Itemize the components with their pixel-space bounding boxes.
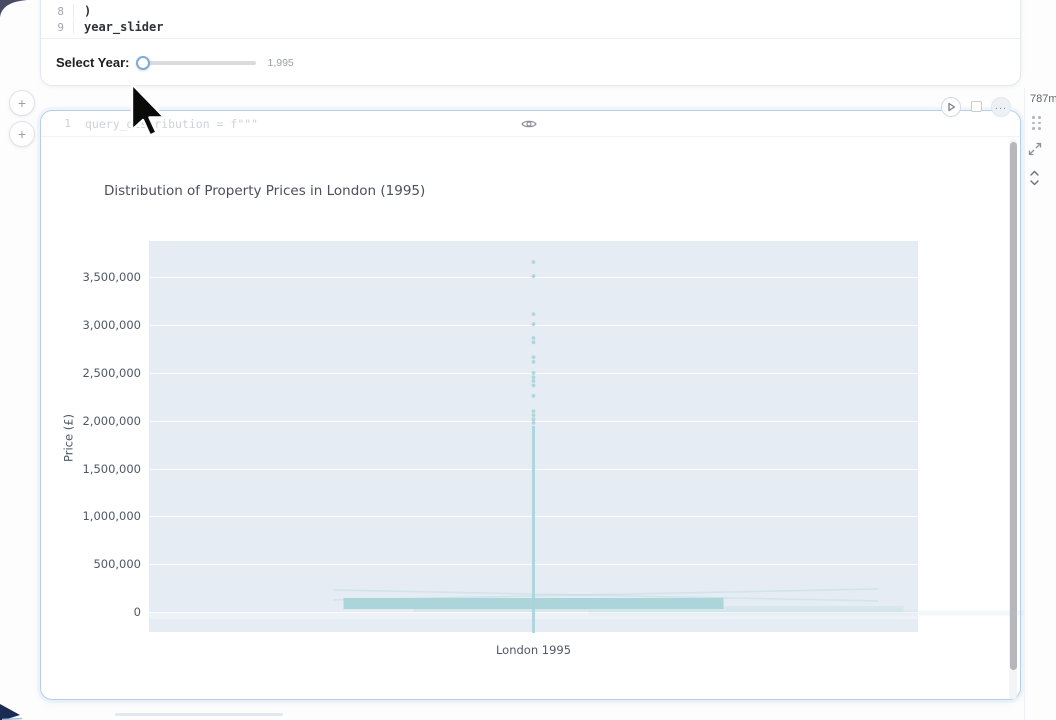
x-tick-label: London 1995 bbox=[495, 643, 572, 657]
y-tick-label: 3,500,000 bbox=[82, 270, 141, 285]
line-number: 1 bbox=[64, 117, 71, 130]
year-slider[interactable] bbox=[136, 55, 257, 70]
slider-value: 1,995 bbox=[267, 56, 294, 69]
code-text: ) bbox=[73, 4, 91, 18]
y-tick-label: 500,000 bbox=[93, 557, 141, 572]
cell-scrollbar-thumb[interactable] bbox=[1009, 142, 1017, 670]
play-icon bbox=[948, 102, 956, 112]
y-tick-label: 1,000,000 bbox=[82, 509, 141, 524]
y-tick-label: 2,500,000 bbox=[82, 365, 141, 380]
slider-label: Select Year: bbox=[56, 55, 130, 70]
stop-cell-button[interactable] bbox=[971, 101, 982, 112]
cell-runtime-badge: 787ms bbox=[1030, 93, 1056, 105]
line-number: 8 bbox=[57, 4, 64, 18]
ellipsis-icon: ... bbox=[994, 100, 1008, 112]
slider-thumb[interactable] bbox=[136, 55, 151, 70]
slider-track[interactable] bbox=[137, 60, 257, 65]
y-tick-label: 0 bbox=[133, 604, 141, 619]
boxplot-marks bbox=[149, 260, 1024, 634]
mouse-cursor bbox=[130, 83, 166, 137]
code-line[interactable]: 8 ) bbox=[41, 3, 1020, 19]
drag-handle-icon[interactable] bbox=[1032, 116, 1041, 130]
chart-title: Distribution of Property Prices in Londo… bbox=[104, 183, 426, 199]
right-rail-divider bbox=[1024, 88, 1025, 720]
collapsed-code-header[interactable]: 1 query_distribution = f""" bbox=[41, 111, 1020, 137]
y-tick-label: 2,000,000 bbox=[82, 413, 141, 428]
add-cell-button-top[interactable]: + bbox=[9, 90, 35, 116]
slider-output: Select Year: 1,995 bbox=[41, 39, 1020, 86]
cell-divider bbox=[41, 38, 1020, 39]
plus-icon: + bbox=[17, 95, 27, 111]
corner-decoration bbox=[0, 0, 27, 17]
faded-code-text: query_distribution = f""" bbox=[85, 117, 259, 131]
y-axis-title: Price (£) bbox=[61, 414, 76, 462]
expand-fullscreen-icon[interactable] bbox=[1027, 141, 1043, 157]
next-cell-edge bbox=[115, 713, 283, 716]
bottom-cursor-fragment bbox=[0, 704, 23, 720]
y-tick-label: 1,500,000 bbox=[82, 461, 141, 476]
code-text: year_slider bbox=[73, 20, 163, 34]
cell-more-options-button[interactable]: ... bbox=[991, 97, 1011, 117]
code-cell-top: 8 ) 9 year_slider Select Year: 1,995 bbox=[40, 0, 1021, 86]
code-editor[interactable]: 8 ) 9 year_slider bbox=[41, 3, 1020, 35]
line-number: 9 bbox=[57, 20, 64, 34]
code-line[interactable]: 9 year_slider bbox=[41, 19, 1020, 35]
chart-cell[interactable]: 1 query_distribution = f""" Distribution… bbox=[40, 110, 1024, 700]
y-tick-label: 3,000,000 bbox=[82, 318, 141, 333]
collapse-expand-chevrons-icon[interactable] bbox=[1028, 168, 1041, 188]
eye-icon[interactable] bbox=[520, 115, 538, 138]
run-cell-button[interactable] bbox=[941, 97, 961, 117]
add-cell-button-bottom[interactable]: + bbox=[9, 121, 35, 147]
plus-icon: + bbox=[17, 126, 27, 142]
